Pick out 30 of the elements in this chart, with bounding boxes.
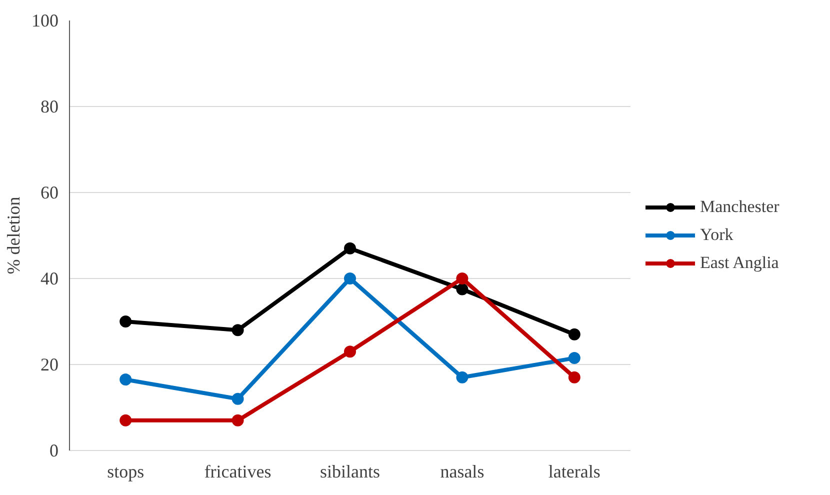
point: [232, 414, 244, 426]
point: [568, 328, 580, 340]
x-tick-label: laterals: [548, 462, 600, 482]
y-tick-label: 100: [32, 10, 58, 30]
y-tick-label: 80: [40, 96, 58, 116]
legend-label: Manchester: [700, 197, 780, 217]
point: [456, 371, 468, 384]
y-tick-label: 40: [40, 268, 58, 288]
point: [568, 371, 580, 384]
y-tick-label: 60: [40, 182, 58, 202]
point: [456, 272, 468, 284]
point: [344, 272, 356, 284]
point: [120, 374, 132, 386]
legend-label: York: [700, 225, 734, 245]
x-tick-label: nasals: [440, 462, 484, 482]
point: [232, 324, 244, 336]
point: [120, 316, 132, 328]
y-tick-label: 20: [40, 354, 58, 374]
y-tick-label: 0: [50, 440, 58, 460]
y-axis-title: % deletion: [4, 196, 24, 274]
x-tick-label: fricatives: [204, 462, 272, 482]
x-tick-label: sibilants: [320, 462, 380, 482]
point: [344, 242, 356, 254]
point: [120, 414, 132, 426]
x-tick-label: stops: [107, 462, 144, 482]
point: [456, 283, 468, 296]
point: [344, 346, 356, 358]
point: [232, 392, 244, 405]
point: [568, 352, 580, 364]
legend-label: East Anglia: [700, 253, 779, 273]
